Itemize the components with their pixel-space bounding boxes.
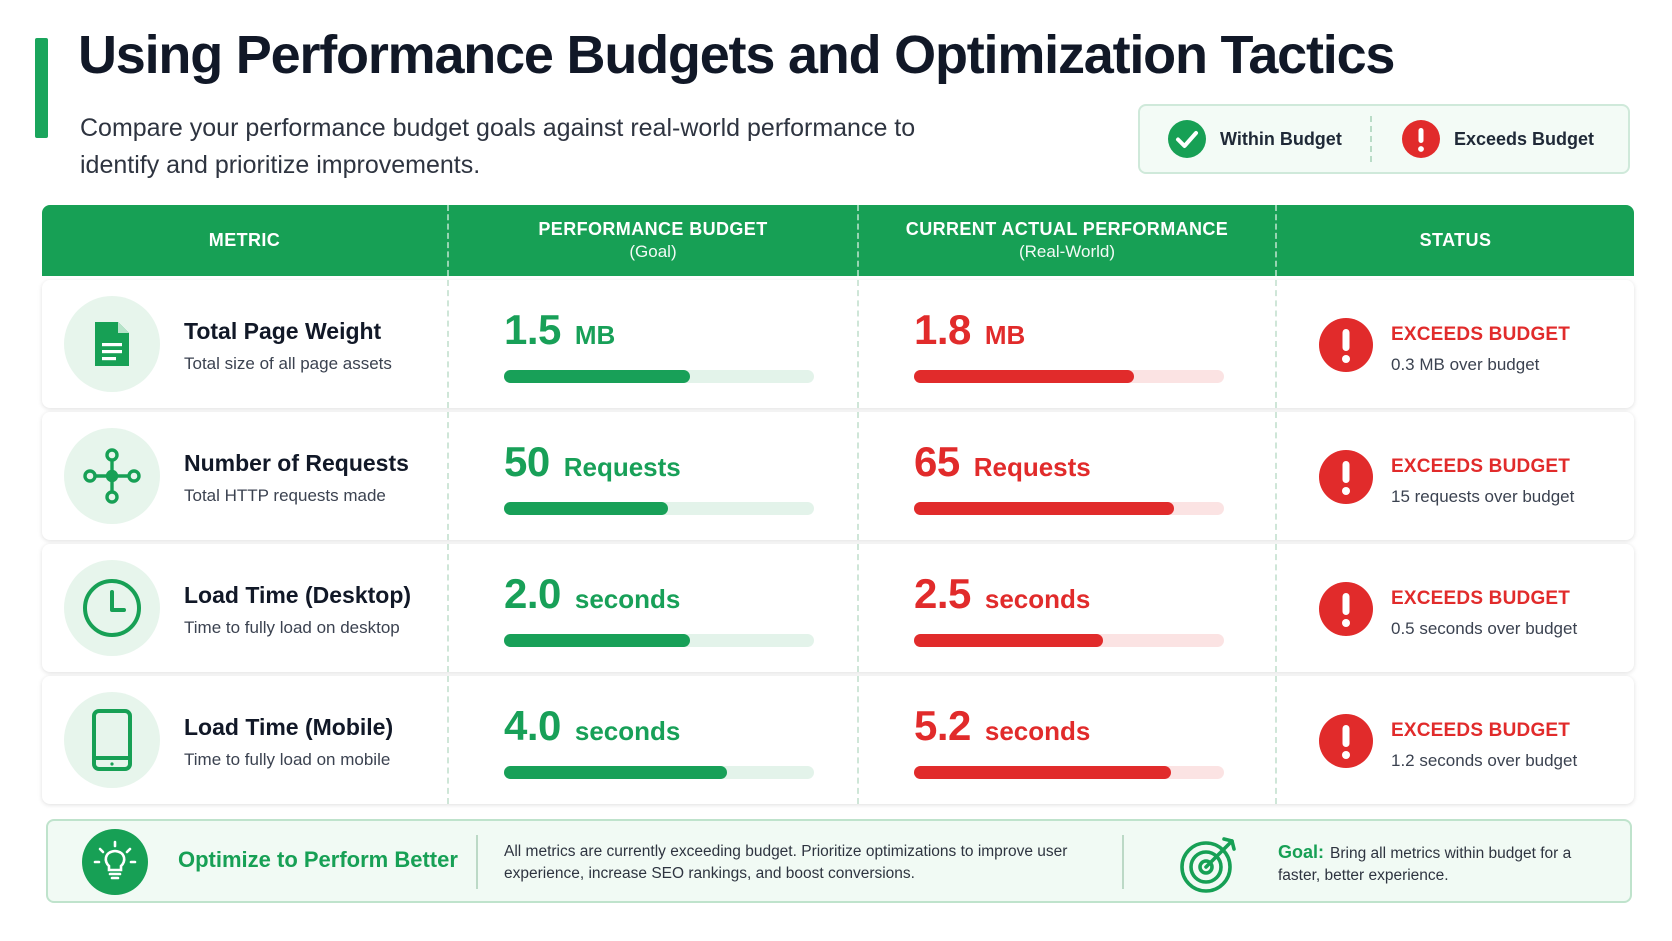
budget-cell: 2.0 seconds (447, 544, 857, 672)
recommendation-banner: Optimize to Perform Better All metrics a… (46, 819, 1632, 903)
status-cell: EXCEEDS BUDGET 15 requests over budget (1275, 412, 1634, 540)
status-detail: 0.3 MB over budget (1391, 355, 1540, 374)
clock-icon (64, 560, 160, 656)
budget-progress-bar (504, 634, 814, 647)
footer-divider (1122, 835, 1124, 889)
page-subtitle: Compare your performance budget goals ag… (80, 114, 916, 179)
header-status: STATUS (1275, 205, 1634, 276)
budget-cell: 1.5 MB (447, 280, 857, 408)
status-badge: EXCEEDS BUDGET (1391, 588, 1571, 609)
table-row: Number of Requests Total HTTP requests m… (42, 412, 1634, 540)
actual-cell: 65 Requests (857, 412, 1275, 540)
optimization-note: All metrics are currently exceeding budg… (504, 843, 1068, 882)
table-row: Load Time (Desktop) Time to fully load o… (42, 544, 1634, 672)
alert-circle-icon (1319, 450, 1373, 504)
actual-value: 65 Requests (914, 438, 1091, 485)
table-header: METRIC PERFORMANCE BUDGET (Goal) CURRENT… (42, 205, 1634, 276)
page-title: Using Performance Budgets and Optimizati… (78, 25, 1395, 85)
status-legend: Within Budget Exceeds Budget (1138, 104, 1630, 174)
alert-circle-icon (1319, 582, 1373, 636)
legend-within-label: Within Budget (1220, 128, 1342, 149)
header-metric: METRIC (208, 230, 281, 250)
goal-text: Bring all metrics within budget for a fa… (1278, 845, 1572, 884)
status-detail: 0.5 seconds over budget (1391, 619, 1578, 638)
status-cell: EXCEEDS BUDGET 0.5 seconds over budget (1275, 544, 1634, 672)
metric-name: Total Page Weight (184, 318, 382, 344)
header-actual: CURRENT ACTUAL PERFORMANCE (Real-World) (857, 205, 1275, 276)
budget-value: 2.0 seconds (504, 570, 681, 617)
metric-name: Number of Requests (184, 450, 409, 476)
budget-value: 4.0 seconds (504, 702, 681, 749)
table-row: Load Time (Mobile) Time to fully load on… (42, 676, 1634, 804)
metric-cell: Load Time (Mobile) Time to fully load on… (42, 676, 447, 804)
budget-cell: 50 Requests (447, 412, 857, 540)
metric-description: Time to fully load on desktop (184, 618, 400, 637)
smartphone-icon (64, 692, 160, 788)
alert-circle-icon (1319, 714, 1373, 768)
legend-exceeds-budget: Exceeds Budget (1402, 120, 1594, 158)
header-budget: PERFORMANCE BUDGET (Goal) (447, 205, 857, 276)
status-cell: EXCEEDS BUDGET 1.2 seconds over budget (1275, 676, 1634, 804)
budget-value: 50 Requests (504, 438, 681, 485)
legend-exceeds-label: Exceeds Budget (1454, 128, 1595, 149)
metric-name: Load Time (Desktop) (184, 582, 412, 608)
actual-progress-bar (914, 370, 1224, 383)
optimize-callout: Optimize to Perform Better (178, 847, 458, 872)
lightbulb-icon (82, 829, 148, 895)
goal-statement: Goal: Bring all metrics within budget for… (1278, 841, 1608, 887)
target-icon (1180, 837, 1236, 893)
actual-progress-bar (914, 766, 1224, 779)
network-nodes-icon (64, 428, 160, 524)
title-accent-bar (35, 38, 48, 138)
status-badge: EXCEEDS BUDGET (1391, 456, 1571, 477)
actual-cell: 1.8 MB (857, 280, 1275, 408)
metric-description: Total size of all page assets (184, 354, 392, 373)
actual-cell: 5.2 seconds (857, 676, 1275, 804)
actual-cell: 2.5 seconds (857, 544, 1275, 672)
header-budget-sub: (Goal) (629, 242, 677, 261)
budget-value: 1.5 MB (504, 306, 616, 353)
budget-progress-bar (504, 502, 814, 515)
budget-progress-bar (504, 766, 814, 779)
budget-cell: 4.0 seconds (447, 676, 857, 804)
legend-divider (1370, 116, 1372, 162)
actual-value: 2.5 seconds (914, 570, 1091, 617)
status-cell: EXCEEDS BUDGET 0.3 MB over budget (1275, 280, 1634, 408)
budget-progress-bar (504, 370, 814, 383)
metric-cell: Number of Requests Total HTTP requests m… (42, 412, 447, 540)
metric-cell: Load Time (Desktop) Time to fully load o… (42, 544, 447, 672)
goal-label: Goal: (1278, 842, 1325, 862)
status-detail: 15 requests over budget (1391, 487, 1575, 506)
document-icon (64, 296, 160, 392)
metric-description: Time to fully load on mobile (184, 750, 391, 769)
metric-cell: Total Page Weight Total size of all page… (42, 280, 447, 408)
actual-progress-bar (914, 634, 1224, 647)
alert-circle-icon (1402, 120, 1440, 158)
metric-description: Total HTTP requests made (184, 486, 386, 505)
check-circle-icon (1168, 120, 1206, 158)
budget-comparison-table: METRIC PERFORMANCE BUDGET (Goal) CURRENT… (42, 205, 1634, 804)
status-detail: 1.2 seconds over budget (1391, 751, 1578, 770)
footer-divider (476, 835, 478, 889)
header-actual-sub: (Real-World) (1018, 242, 1116, 261)
actual-value: 1.8 MB (914, 306, 1026, 353)
alert-circle-icon (1319, 318, 1373, 372)
legend-within-budget: Within Budget (1168, 120, 1364, 158)
metric-name: Load Time (Mobile) (184, 714, 394, 740)
actual-progress-bar (914, 502, 1224, 515)
table-row: Total Page Weight Total size of all page… (42, 280, 1634, 408)
status-badge: EXCEEDS BUDGET (1391, 324, 1571, 345)
actual-value: 5.2 seconds (914, 702, 1091, 749)
status-badge: EXCEEDS BUDGET (1391, 720, 1571, 741)
